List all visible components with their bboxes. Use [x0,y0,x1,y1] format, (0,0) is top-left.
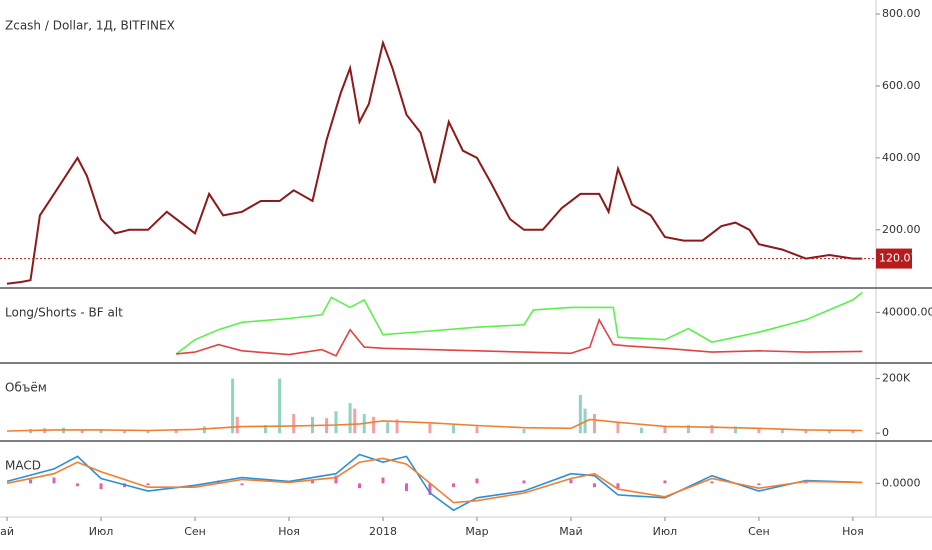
series-line [6,418,863,432]
bar [52,477,56,484]
bar [578,394,582,434]
bar [757,483,761,486]
bar [428,483,432,495]
bar [663,480,667,484]
series-line [6,39,863,285]
bar [804,429,808,434]
bar [240,483,244,486]
bar [804,482,808,484]
bar [395,419,399,434]
bar [663,425,667,434]
bar [639,427,643,434]
series-line [176,317,863,357]
x-tick-label: Июл [89,525,114,538]
bar [428,423,432,434]
bar [202,426,206,434]
bar [381,477,385,484]
bar [334,475,338,484]
pane-title: Объём [5,381,47,395]
bar [29,479,33,484]
bar [851,430,855,434]
bar [292,414,296,434]
bar [76,483,80,487]
bar [616,483,620,489]
bar [99,483,103,490]
bar [174,429,178,434]
y-tick-label: 0.0000 [882,476,921,489]
bar [80,429,84,434]
x-tick-label: Сен [748,525,770,538]
bar [334,411,338,434]
last-price-box [876,248,912,269]
x-tick-label: Май [559,525,582,538]
bar [357,483,361,489]
bar [592,414,596,434]
bar [353,408,357,434]
bar [616,422,620,434]
x-tick-label: Мар [465,525,488,538]
bar [522,480,526,484]
x-tick-label: Ноя [278,525,300,538]
bar [99,430,103,434]
pane-title: MACD [5,459,41,473]
y-tick-label: 600.00 [882,79,921,92]
bar [404,483,408,492]
y-tick-label: 0 [882,426,889,439]
pane-title: Long/Shorts - BF alt [5,306,123,320]
y-tick-label: 800.00 [882,7,921,20]
bar [123,430,127,434]
bar [710,424,714,434]
bar [710,481,714,484]
x-tick-label: 2018 [369,525,397,538]
series-line [175,291,863,355]
bar [569,479,573,484]
last-price-label: 120.07 [879,252,918,265]
bar [231,378,235,434]
bar [146,483,150,486]
bar [780,429,784,434]
bar [757,428,761,434]
y-tick-label: 40000.0000 [882,305,932,318]
x-tick-label: Ноя [842,525,864,538]
x-tick-label: ай [0,525,14,538]
bar [278,378,282,434]
x-tick-label: Июл [653,525,678,538]
bar [592,483,596,488]
bar [686,424,690,434]
bar [522,429,526,434]
bar [311,479,314,484]
y-tick-label: 400.00 [882,151,921,164]
bar [733,426,737,434]
pane-title: Zcash / Dollar, 1Д, BITFINEX [5,19,175,33]
bar [372,416,376,434]
y-tick-label: 200K [882,372,911,385]
bar [451,424,455,434]
series-line [6,457,863,504]
bar [451,483,455,488]
bar [348,403,352,434]
bar [146,429,150,434]
y-tick-label: 200.00 [882,223,921,236]
bar [827,429,831,434]
bar [475,478,479,484]
bar [386,422,390,434]
bar [235,416,239,434]
bar [264,424,268,434]
bar [475,426,479,434]
x-tick-label: Сен [184,525,206,538]
